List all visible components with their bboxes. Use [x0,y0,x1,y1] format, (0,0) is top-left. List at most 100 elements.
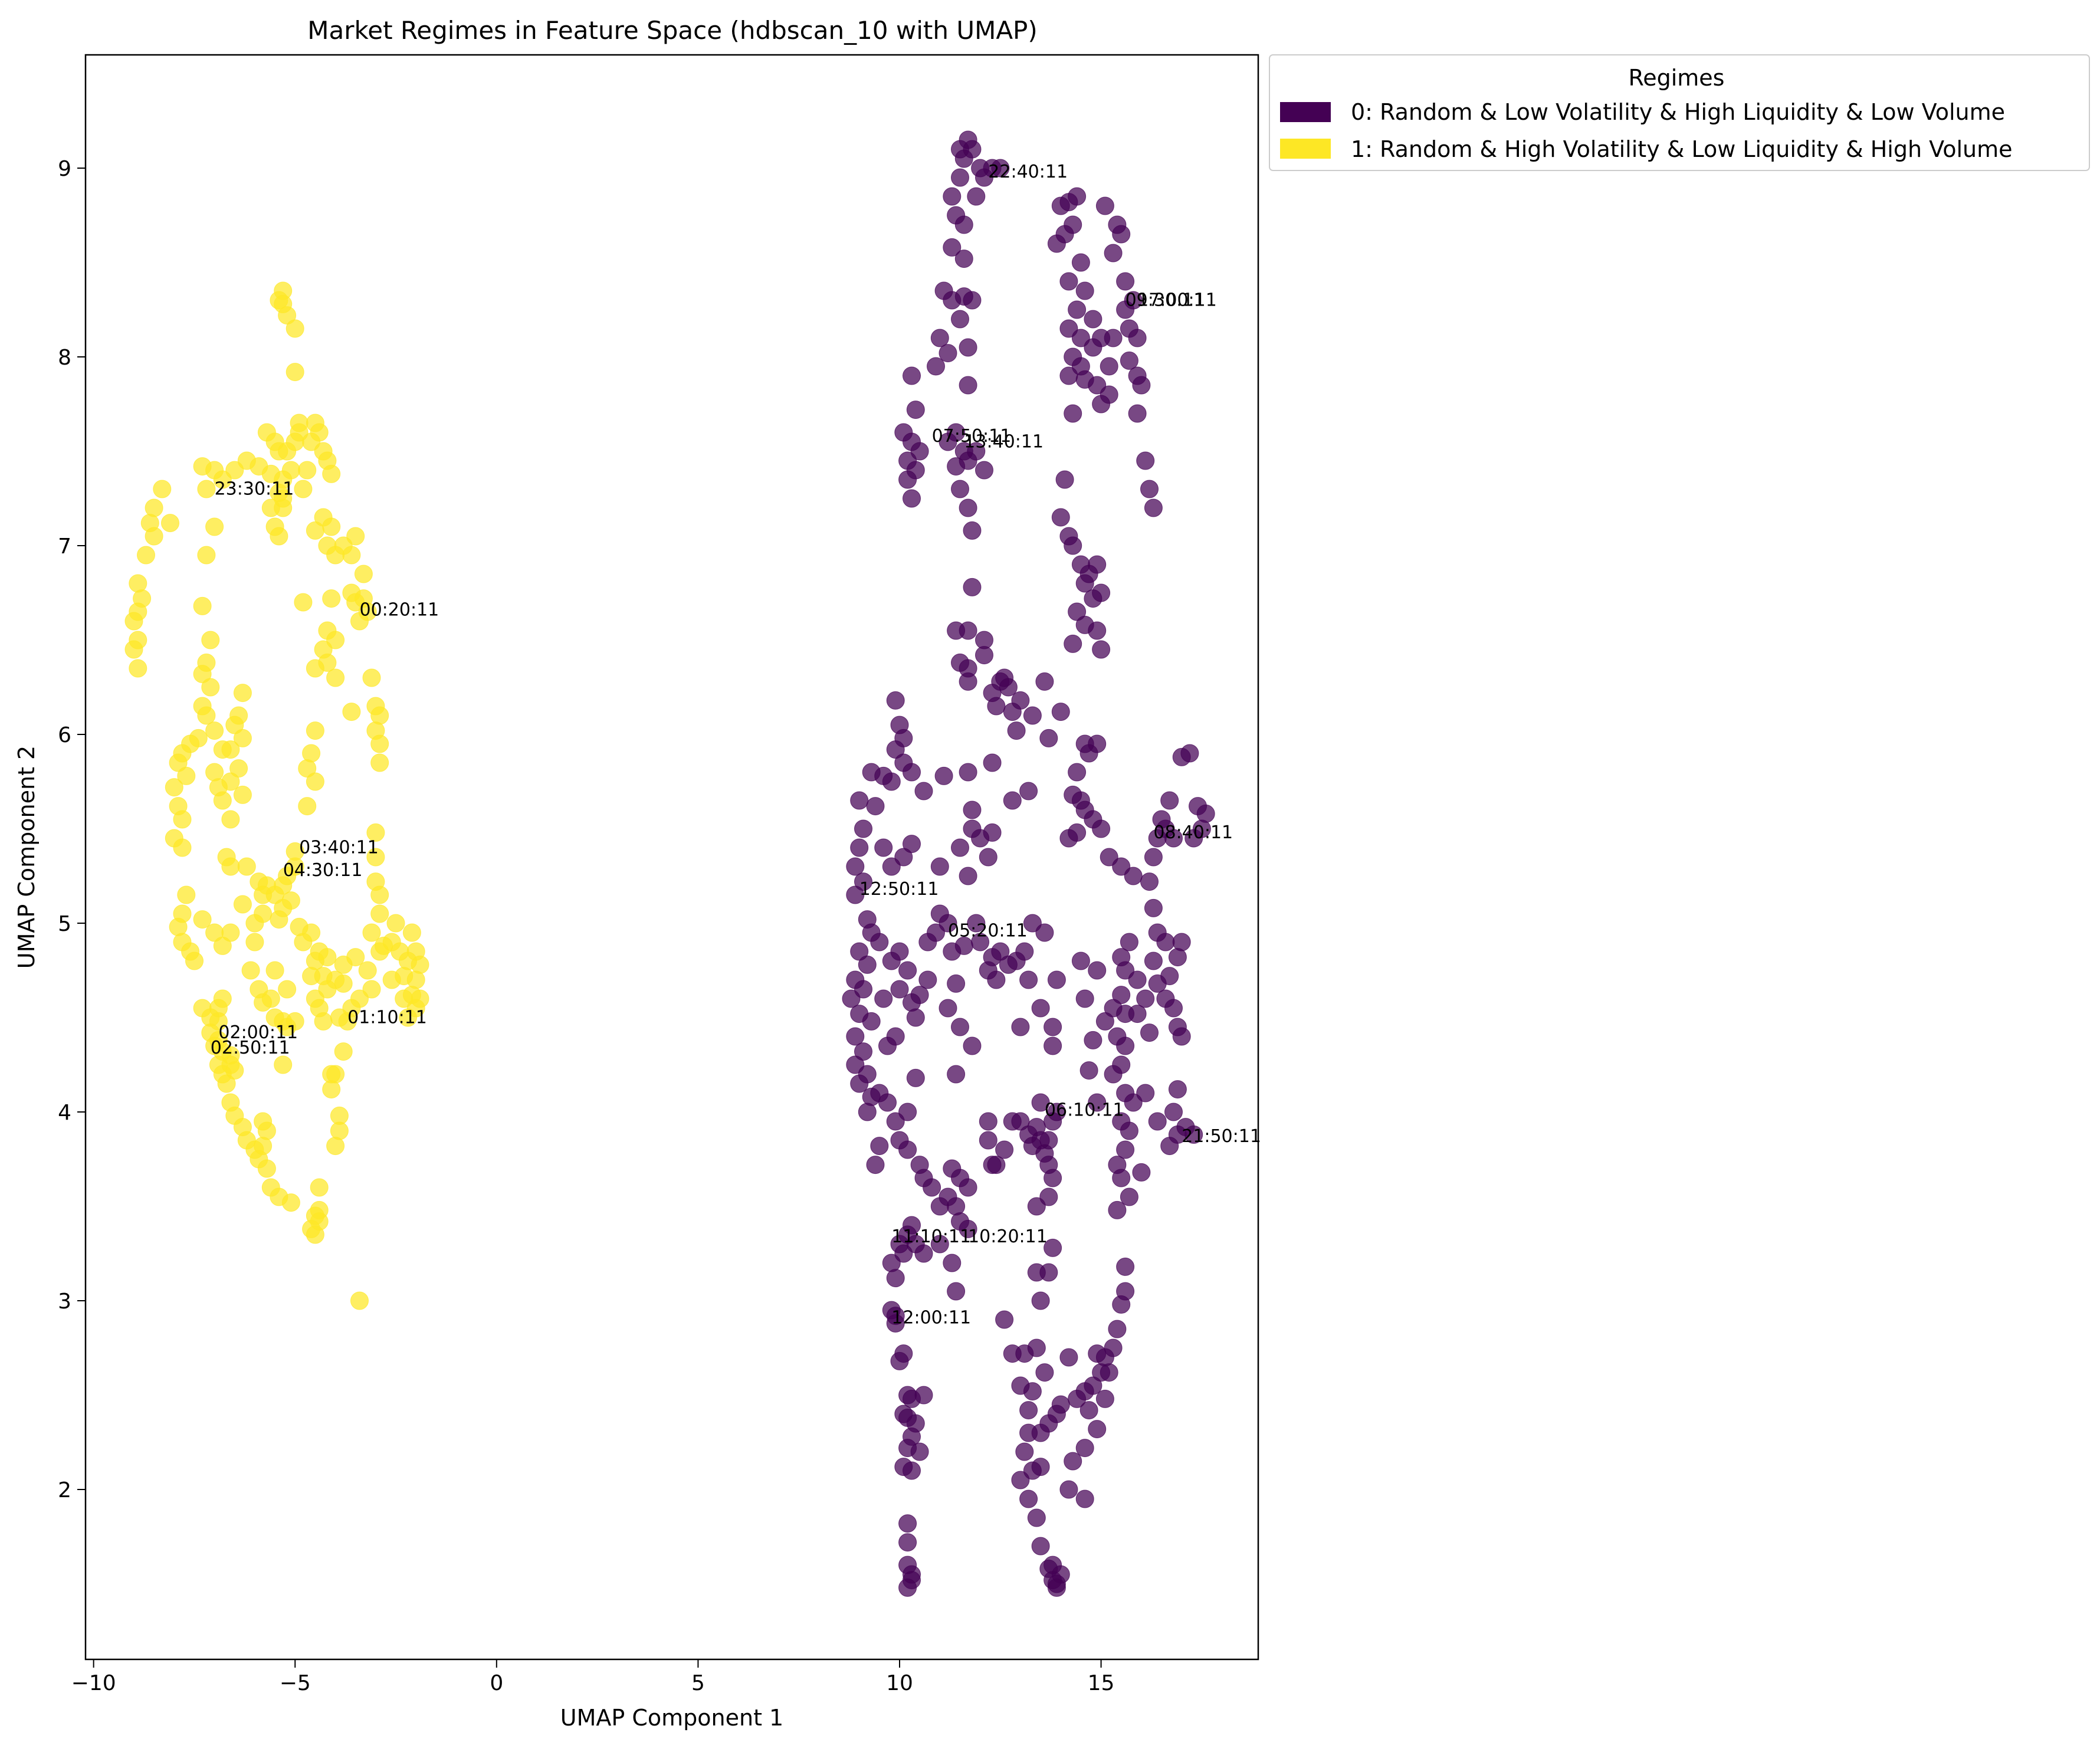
time-annotation: 12:50:11 [859,879,939,900]
point-regime-0 [1120,351,1138,370]
point-regime-0 [874,838,893,857]
point-regime-0 [1027,1197,1046,1216]
point-regime-0 [1059,272,1078,291]
point-regime-1 [124,640,143,659]
point-regime-1 [370,753,389,772]
point-regime-0 [1047,970,1066,989]
point-regime-0 [1168,948,1187,967]
point-regime-0 [886,1112,905,1131]
point-regime-1 [129,574,147,593]
time-annotation: 01:10:11 [347,1008,427,1028]
legend-label-regime-1: 1: Random & High Volatility & Low Liquid… [1351,136,2012,162]
point-regime-0 [959,338,977,357]
point-regime-0 [914,782,933,800]
point-regime-0 [906,1008,925,1027]
point-regime-0 [894,848,913,867]
point-regime-0 [862,1012,881,1031]
point-regime-1 [233,729,252,747]
point-regime-0 [850,1074,869,1093]
y-tick-label: 4 [58,1101,71,1125]
point-regime-0 [842,989,861,1008]
y-tick-label: 2 [58,1478,71,1502]
point-regime-0 [1140,480,1159,498]
point-regime-0 [954,250,973,268]
point-regime-0 [939,914,957,933]
point-regime-0 [1088,1344,1107,1363]
point-regime-1 [274,294,293,313]
point-regime-0 [1144,952,1163,970]
point-regime-0 [1039,1187,1058,1206]
y-tick-label: 8 [58,346,71,370]
point-regime-0 [1095,1012,1114,1031]
point-regime-0 [930,329,949,347]
point-regime-0 [991,159,1010,178]
point-regime-1 [322,589,341,608]
legend: Regimes 0: Random & Low Volatility & Hig… [1269,54,2090,171]
point-regime-0 [1140,1023,1159,1042]
point-regime-0 [1116,300,1135,319]
point-regime-0 [927,923,945,942]
point-regime-0 [1055,470,1074,489]
point-regime-1 [205,517,224,536]
point-regime-1 [330,1121,349,1140]
point-regime-1 [354,565,373,583]
point-regime-0 [854,819,872,838]
plot-frame [84,54,1259,1661]
point-regime-1 [169,917,188,936]
point-regime-0 [898,470,917,489]
point-regime-0 [910,1442,929,1461]
point-regime-0 [854,872,872,891]
x-tick-label: 5 [691,1671,705,1695]
point-regime-0 [995,1310,1014,1329]
point-regime-0 [1071,253,1090,272]
point-regime-1 [322,517,341,536]
point-regime-0 [1031,1093,1050,1112]
point-regime-0 [903,366,921,385]
legend-frame [1269,54,2090,171]
point-regime-1 [245,914,264,933]
point-regime-1 [294,593,313,612]
x-tick-label: −5 [280,1671,311,1695]
point-regime-0 [1172,933,1191,952]
point-regime-1 [326,668,345,687]
point-regime-0 [1116,961,1135,980]
point-regime-0 [1068,763,1087,782]
point-regime-0 [959,376,977,395]
point-regime-0 [1128,1005,1147,1023]
point-regime-0 [1124,1093,1143,1112]
point-regime-0 [975,646,993,665]
point-regime-0 [1116,272,1135,291]
point-regime-1 [145,498,163,517]
point-regime-0 [1019,1423,1038,1442]
point-regime-0 [1019,1489,1038,1508]
point-regime-0 [862,763,881,782]
point-regime-0 [1084,1376,1102,1395]
point-regime-1 [137,546,155,565]
point-regime-0 [874,989,893,1008]
point-regime-1 [399,1008,417,1027]
time-annotation: 07:50:11 [932,426,1012,447]
point-regime-0 [1132,376,1151,395]
point-regime-1 [370,734,389,753]
point-regime-0 [854,980,872,999]
point-regime-0 [914,1386,933,1405]
point-regime-1 [306,772,324,791]
point-regime-0 [906,1068,925,1087]
point-regime-1 [233,895,252,914]
point-regime-0 [1128,329,1147,347]
point-regime-0 [1160,791,1179,810]
point-regime-1 [306,721,324,740]
point-regime-1 [298,797,317,816]
point-regime-0 [1039,1263,1058,1282]
point-regime-0 [1011,1471,1030,1489]
point-regime-1 [153,480,172,498]
point-regime-0 [1027,1338,1046,1357]
y-axis: 2 3 4 5 6 7 8 9 [58,157,86,1502]
point-regime-1 [346,948,365,967]
point-regime-0 [890,980,909,999]
point-regime-1 [233,684,252,703]
point-regime-0 [943,1254,962,1272]
point-regime-0 [1104,329,1123,347]
